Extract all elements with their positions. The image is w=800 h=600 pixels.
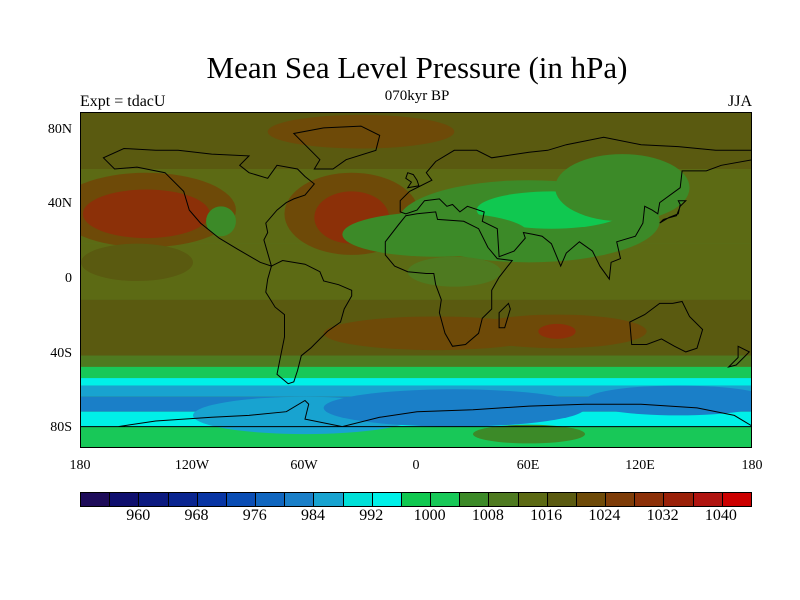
pressure-contour-region [407, 256, 502, 287]
colorbar-swatch [256, 493, 286, 506]
colorbar-tick-label: 976 [242, 507, 267, 524]
colorbar-tick-label: 1008 [471, 507, 504, 524]
colorbar-swatch [460, 493, 490, 506]
pressure-band [81, 426, 751, 447]
pressure-contour-region [82, 189, 210, 239]
colorbar-tick-label: 1040 [704, 507, 737, 524]
coastline-layer [81, 125, 751, 428]
colorbar-swatch [489, 493, 519, 506]
colorbar-swatch [226, 493, 257, 506]
colorbar-swatch [197, 493, 227, 506]
pressure-contour-region [585, 385, 751, 416]
eurasia-coast [399, 136, 751, 281]
pressure-map [81, 113, 751, 447]
pressure-contour-region [81, 243, 193, 281]
colorbar-swatch [401, 493, 432, 506]
north-america-coast [102, 147, 316, 267]
x-tick-label: 180 [69, 458, 91, 473]
pressure-contour-region [538, 323, 576, 339]
x-tick-label: 60W [290, 458, 318, 473]
chart-title: Mean Sea Level Pressure (in hPa) [206, 50, 628, 85]
pressure-band [81, 366, 751, 379]
colorbar-swatch [693, 493, 723, 506]
colorbar-tick-label: 984 [301, 507, 326, 524]
pressure-band [81, 378, 751, 386]
colorbar-swatch [518, 493, 548, 506]
colorbar-swatch [547, 493, 577, 506]
south-america-coast [265, 259, 353, 385]
x-tick-label: 0 [412, 458, 420, 473]
colorbar-swatch [606, 493, 636, 506]
colorbar-tick-label: 1032 [646, 507, 679, 524]
japan-coast [659, 200, 688, 224]
uk-coast [405, 172, 420, 189]
map-plot-area [80, 112, 752, 448]
colorbar-swatch [722, 493, 751, 506]
australia-coast [629, 300, 704, 353]
pressure-band [81, 355, 751, 367]
y-tick-label: 40N [47, 196, 72, 212]
x-tick-label: 120W [174, 458, 210, 473]
madagascar-coast [498, 302, 511, 329]
pressure-contour-region [555, 154, 690, 222]
pressure-contour-region [473, 424, 585, 444]
antarctica-coast [81, 399, 751, 428]
x-tick-label: 120E [625, 458, 655, 473]
y-tick-label: 80N [47, 121, 72, 137]
y-tick-label: 80S [50, 420, 72, 436]
colorbar-swatch [664, 493, 694, 506]
pressure-contour-region [342, 211, 529, 257]
colorbar [80, 492, 752, 507]
pressure-contour-region [206, 206, 236, 237]
colorbar-swatch [431, 493, 461, 506]
pressure-field-layer [81, 113, 751, 447]
colorbar-tick-label: 992 [359, 507, 384, 524]
new-zealand-coast [727, 345, 751, 368]
colorbar-swatch [139, 493, 169, 506]
pressure-contour-region [323, 389, 585, 427]
africa-coast [384, 211, 514, 347]
colorbar-swatch [81, 493, 111, 506]
pressure-contour-region [267, 114, 455, 149]
colorbar-swatch [372, 493, 402, 506]
colorbar-swatch [285, 493, 315, 506]
x-tick-label: 180 [741, 458, 763, 473]
colorbar-tick-label: 1016 [530, 507, 563, 524]
colorbar-swatch [635, 493, 665, 506]
colorbar-swatch [576, 493, 607, 506]
colorbar-tick-label: 968 [184, 507, 209, 524]
colorbar-swatch [314, 493, 344, 506]
y-tick-label: 40S [50, 345, 72, 361]
colorbar-tick-label: 1000 [413, 507, 446, 524]
colorbar-swatch [110, 493, 140, 506]
colorbar-tick-label: 960 [126, 507, 151, 524]
colorbar-swatch [168, 493, 198, 506]
season-label: JJA [727, 93, 752, 110]
experiment-label: Expt = tdacU [80, 93, 166, 110]
colorbar-tick-label: 1024 [588, 507, 621, 524]
y-tick-label: 0 [65, 271, 72, 286]
greenland-coast [292, 125, 381, 170]
x-tick-label: 60E [516, 458, 540, 473]
chart-subtitle: 070kyr BP [384, 88, 450, 104]
colorbar-swatch [343, 493, 373, 506]
